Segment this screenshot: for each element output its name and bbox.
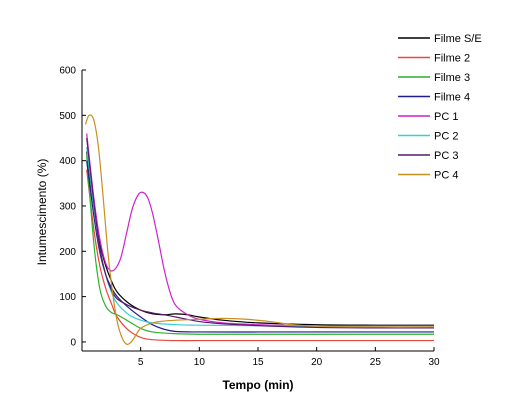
legend-label: PC 2 [434,131,458,143]
series-layer [84,114,435,345]
legend-label: PC 3 [434,150,458,162]
legend-label: Filme S/E [434,33,482,45]
axes-layer [81,70,434,352]
x-axis-label: Tempo (min) [222,378,293,392]
series-line-6 [86,146,434,327]
series-line-3 [86,156,434,335]
legend-label: PC 1 [434,111,458,123]
y-axis-label: Intumescimento (%) [35,159,49,266]
series-line-2 [86,169,434,342]
y-tick-label: 300 [59,201,76,212]
series-line-7 [86,137,435,329]
legend-label: Filme 3 [434,72,470,84]
legend-label: Filme 2 [434,53,470,65]
x-tick-label: 15 [252,357,264,368]
x-tick-label: 20 [311,357,323,368]
x-tick-label: 5 [138,357,144,368]
y-tick-label: 600 [59,66,76,77]
y-tick-label: 0 [70,337,76,348]
series-line-8 [84,114,434,345]
y-tick-label: 500 [59,111,76,122]
x-tick-label: 25 [370,357,382,368]
series-line-4 [86,160,434,333]
y-tick-label: 100 [59,292,76,303]
y-tick-label: 200 [59,247,76,258]
series-line-5 [86,133,434,327]
series-line-1 [86,151,435,326]
y-tick-label: 400 [59,156,76,167]
x-tick-label: 10 [194,357,206,368]
x-tick-label: 30 [428,357,440,368]
legend-label: Filme 4 [434,92,470,104]
legend-label: PC 4 [434,170,458,182]
legend: Filme S/E Filme 2 Filme 3 Filme 4 PC 1 PC 2 PC… [398,33,482,182]
